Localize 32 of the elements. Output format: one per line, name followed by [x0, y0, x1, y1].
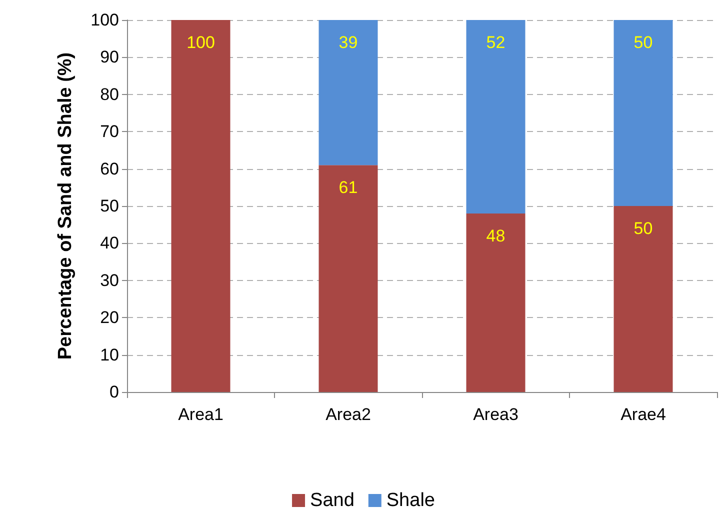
y-tick-label: 20	[100, 308, 119, 328]
y-axis-title: Percentage of Sand and Shale (%)	[55, 52, 76, 360]
data-label: 61	[338, 178, 358, 198]
bar	[466, 213, 526, 392]
bar	[466, 20, 526, 214]
data-label: 52	[486, 33, 506, 52]
data-label: 50	[634, 33, 653, 52]
bar	[614, 20, 673, 206]
y-tick-label: 40	[100, 234, 119, 253]
y-tick-label: 10	[100, 345, 119, 364]
data-label: 39	[338, 33, 358, 52]
y-tick-label: 70	[100, 122, 119, 142]
data-label: 48	[486, 226, 506, 246]
x-tick-label: Arae4	[620, 405, 666, 424]
y-tick-label: 90	[100, 48, 119, 67]
y-tick-label: 30	[100, 270, 119, 290]
y-tick-label: 50	[100, 196, 119, 216]
y-tick-label: 60	[100, 159, 119, 178]
bar	[318, 165, 378, 392]
bar	[171, 20, 230, 392]
data-label: 50	[634, 219, 653, 238]
x-tick-label: Area1	[178, 405, 224, 424]
y-tick-label: 100	[90, 10, 119, 30]
bar	[614, 206, 673, 392]
y-tick-label: 80	[100, 84, 119, 104]
bar	[318, 20, 378, 166]
y-tick-label: 0	[110, 382, 119, 402]
data-label: 100	[186, 33, 215, 52]
x-tick-label: Area3	[473, 405, 518, 424]
legend-label: Sand	[310, 490, 354, 511]
x-tick-label: Area2	[326, 405, 371, 424]
legend-label: Shale	[386, 490, 435, 511]
